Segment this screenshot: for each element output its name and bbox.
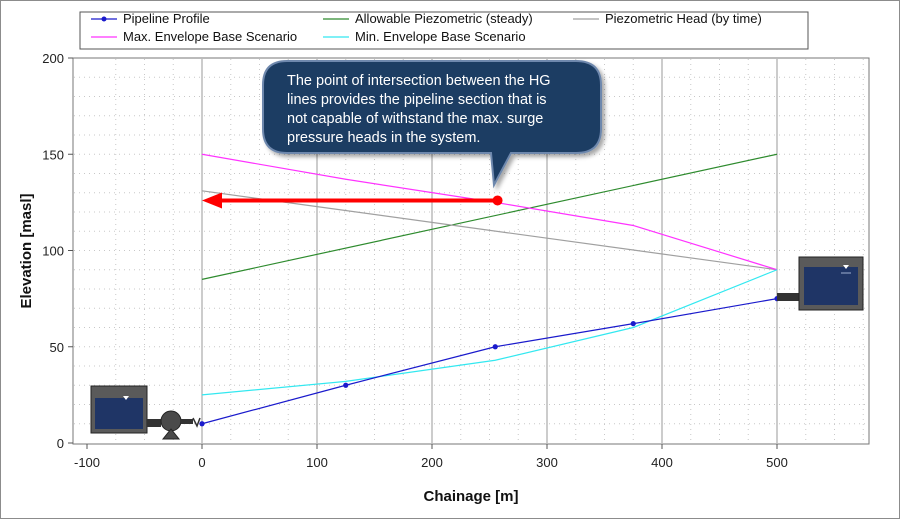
- series-point: [343, 382, 349, 388]
- series-point: [492, 344, 498, 350]
- legend-label: Max. Envelope Base Scenario: [123, 29, 297, 44]
- intersection-point: [492, 195, 503, 206]
- legend-label: Min. Envelope Base Scenario: [355, 29, 526, 44]
- callout-text: The point of intersection between the HG…: [287, 73, 551, 146]
- series-point: [630, 321, 636, 327]
- axis-ticks: -100 0 100 200 300 400 500 0 50 100 150 200: [42, 51, 788, 470]
- x-tick-label: 400: [651, 455, 673, 470]
- legend-label: Pipeline Profile: [123, 11, 210, 26]
- y-tick-label: 50: [50, 340, 64, 355]
- y-tick-label: 200: [42, 51, 64, 66]
- series-line-2: [201, 190, 778, 271]
- y-tick-label: 0: [57, 436, 64, 451]
- legend-items: Pipeline Profile Allowable Piezometric (s…: [91, 11, 762, 44]
- arrow-head: [202, 192, 222, 209]
- callout-line: pressure heads in the system.: [287, 130, 480, 146]
- y-tick-label: 150: [42, 147, 64, 162]
- x-tick-label: -100: [74, 455, 100, 470]
- legend-marker: [101, 16, 107, 22]
- downstream-reservoir-icon: [777, 256, 864, 311]
- callout-line: not capable of withstand the max. surge: [287, 111, 543, 127]
- legend-box: [79, 11, 809, 50]
- valve-icon: [192, 417, 201, 428]
- y-tick-label: 100: [42, 244, 64, 259]
- legend-label: Allowable Piezometric (steady): [355, 11, 533, 26]
- callout-line: The point of intersection between the HG: [287, 73, 551, 89]
- y-axis-label: Elevation [masl]: [18, 193, 35, 308]
- series-point: [199, 421, 205, 427]
- x-axis-label: Chainage [m]: [423, 488, 518, 505]
- legend: Pipeline Profile Allowable Piezometric (s…: [79, 11, 809, 50]
- x-tick-label: 300: [536, 455, 558, 470]
- callout-bubble: [262, 60, 602, 189]
- x-tick-label: 500: [766, 455, 788, 470]
- callout-line: lines provides the pipeline section that…: [287, 92, 547, 108]
- legend-label: Piezometric Head (by time): [605, 11, 762, 26]
- pump-icon: [160, 410, 193, 440]
- series-line-1: [201, 153, 778, 280]
- x-tick-label: 0: [198, 455, 205, 470]
- series-line-4: [201, 269, 778, 396]
- intersection-arrow: [202, 192, 503, 209]
- x-tick-label: 200: [421, 455, 443, 470]
- callout: The point of intersection between the HG…: [262, 60, 602, 189]
- upstream-reservoir-icon: [90, 385, 161, 434]
- x-tick-label: 100: [306, 455, 328, 470]
